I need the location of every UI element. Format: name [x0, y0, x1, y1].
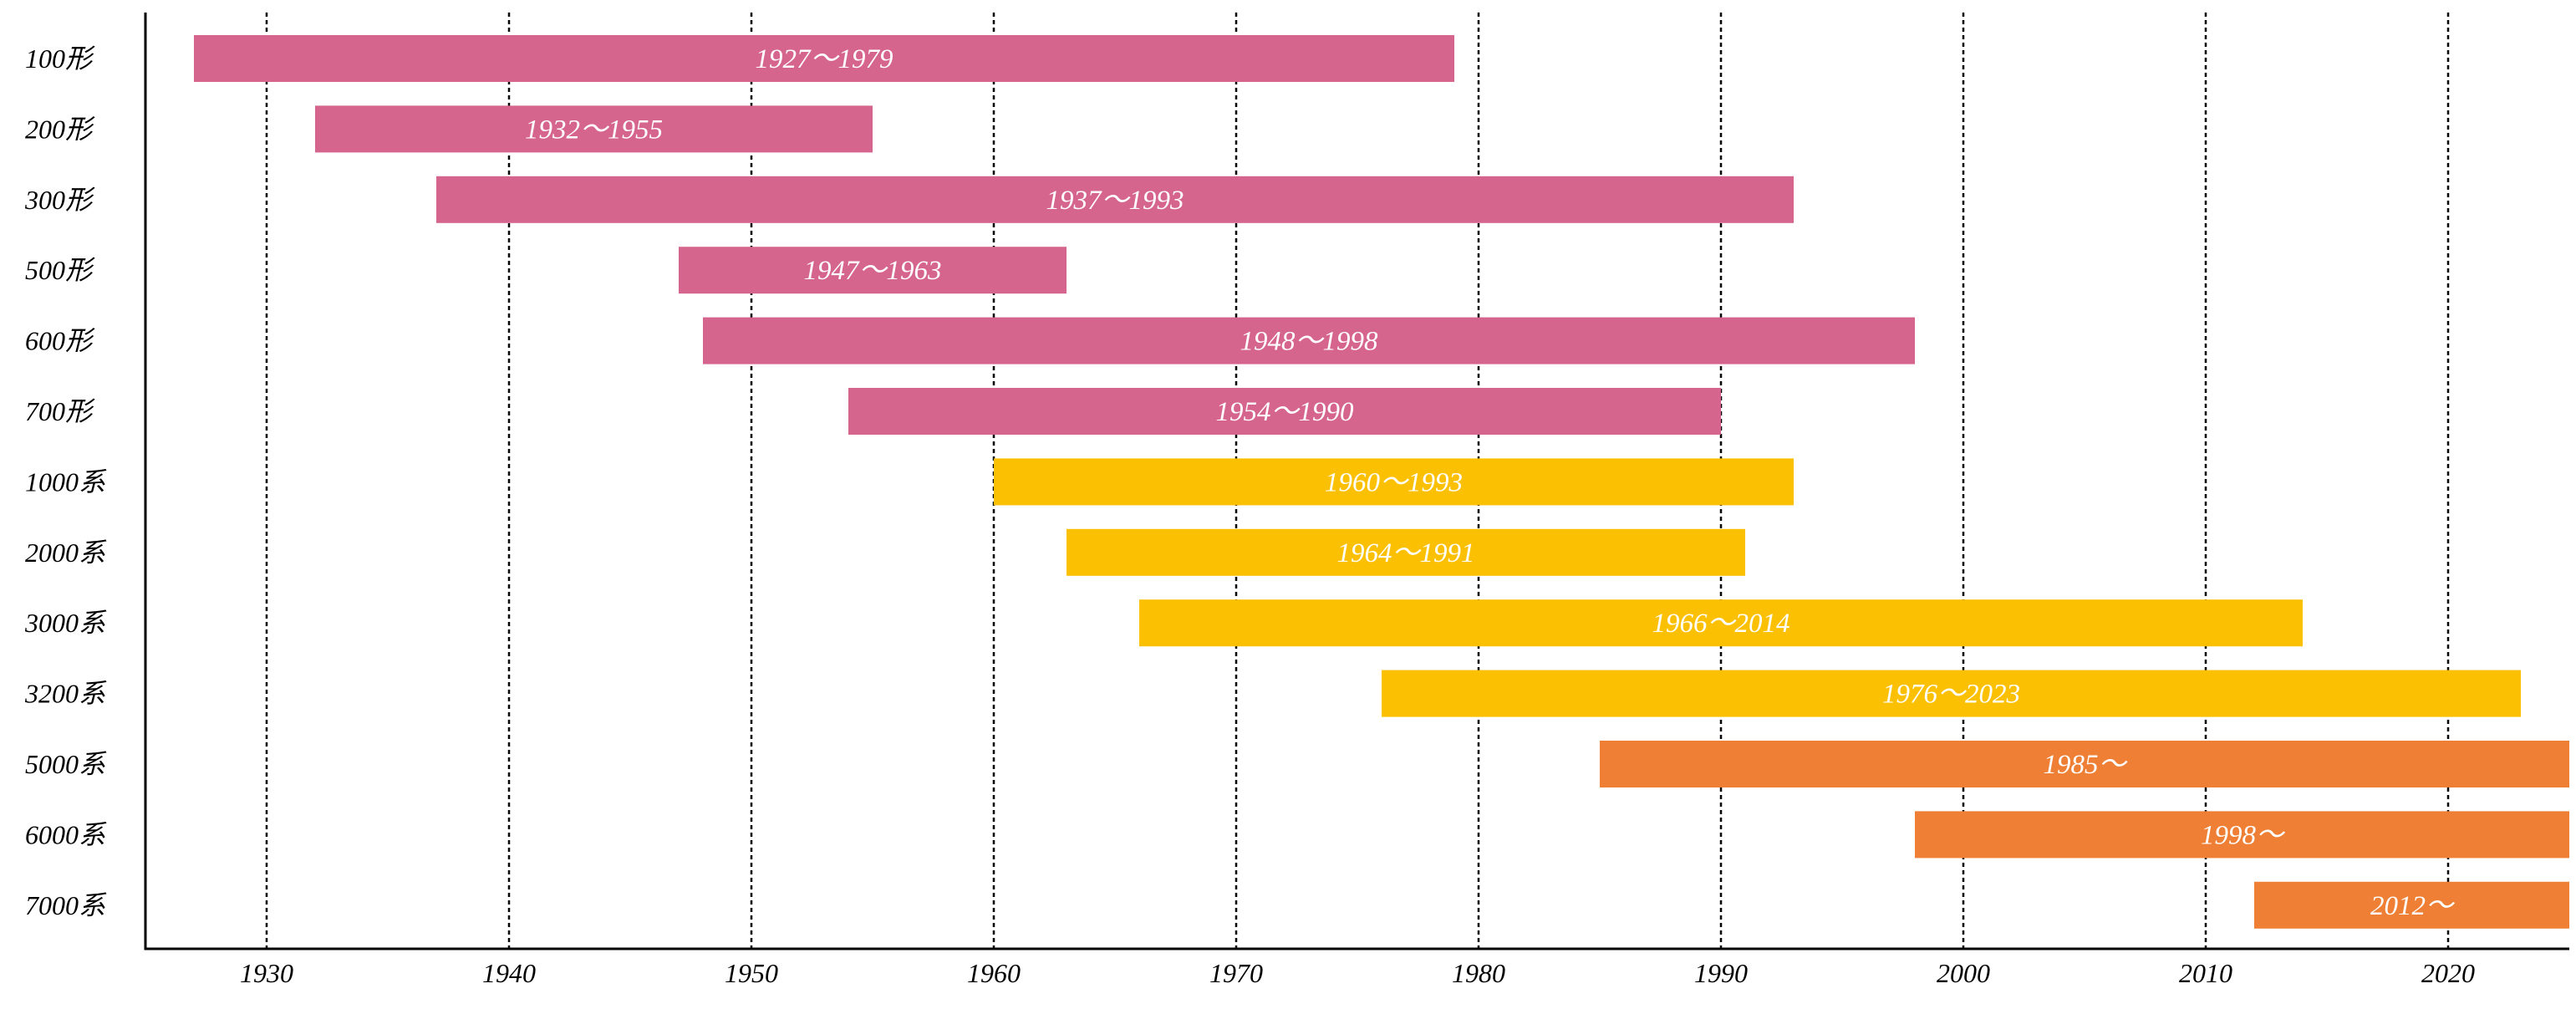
bar-6000系 [1915, 811, 2569, 859]
category-label: 2000系 [25, 538, 107, 568]
bar-300形 [436, 176, 1794, 223]
category-label: 1000系 [25, 466, 107, 497]
x-tick-label: 1970 [1209, 958, 1263, 988]
x-tick-label: 1950 [725, 958, 778, 988]
bar-label: 1932～1955 [525, 115, 663, 145]
bar-label: 1976～2023 [1882, 680, 2020, 710]
category-label: 300形 [24, 185, 95, 215]
category-label: 6000系 [25, 819, 107, 849]
bar-label: 2012～ [2370, 891, 2456, 921]
bar-7000系 [2254, 881, 2569, 929]
bar-label: 1947～1963 [804, 256, 942, 286]
bar-3200系 [1382, 670, 2521, 717]
bar-1000系 [994, 458, 1794, 506]
x-tick-label: 1980 [1452, 958, 1505, 988]
bar-100形 [194, 35, 1454, 82]
category-label: 7000系 [25, 890, 107, 920]
x-tick-label: 1990 [1694, 958, 1748, 988]
label-layer: 1930 1940 1950 1960 1970 1980 1990 2000 2010 2020… [24, 43, 2475, 988]
x-tick-label: 2020 [2421, 958, 2475, 988]
bar-label: 1966～2014 [1652, 609, 1790, 639]
bar-label: 1964～1991 [1337, 538, 1475, 568]
x-tick-label: 2000 [1937, 958, 1990, 988]
bar-3000系 [1139, 599, 2303, 647]
bar-200形 [315, 105, 873, 153]
bar-500形 [679, 247, 1067, 294]
bar-label: 1960～1993 [1325, 467, 1463, 497]
bar-600形 [703, 317, 1915, 364]
bar-2000系 [1067, 528, 1745, 576]
category-label: 100形 [25, 43, 95, 74]
bar-label: 1937～1993 [1046, 186, 1184, 216]
category-label: 700形 [25, 396, 95, 426]
category-label: 200形 [25, 114, 95, 144]
x-tick-label: 1930 [240, 958, 293, 988]
category-label: 500形 [25, 255, 95, 285]
bar-layer [194, 35, 2569, 929]
x-tick-label: 1960 [967, 958, 1021, 988]
category-label: 3200系 [24, 679, 107, 709]
x-tick-label: 2010 [2179, 958, 2232, 988]
bar-label: 1954～1990 [1216, 397, 1355, 427]
bar-700形 [848, 388, 1721, 435]
axis-layer [144, 13, 2569, 950]
bar-label: 1927～1979 [756, 44, 893, 74]
bar-label: 1948～1998 [1240, 327, 1379, 357]
bar-label: 1998～ [2201, 820, 2286, 850]
category-label: 3000系 [24, 608, 107, 638]
bar-label: 1985～ [2044, 750, 2129, 780]
category-label: 5000系 [25, 749, 107, 779]
category-label: 600形 [25, 326, 95, 356]
x-tick-label: 1940 [482, 958, 536, 988]
bar-5000系 [1600, 741, 2569, 787]
